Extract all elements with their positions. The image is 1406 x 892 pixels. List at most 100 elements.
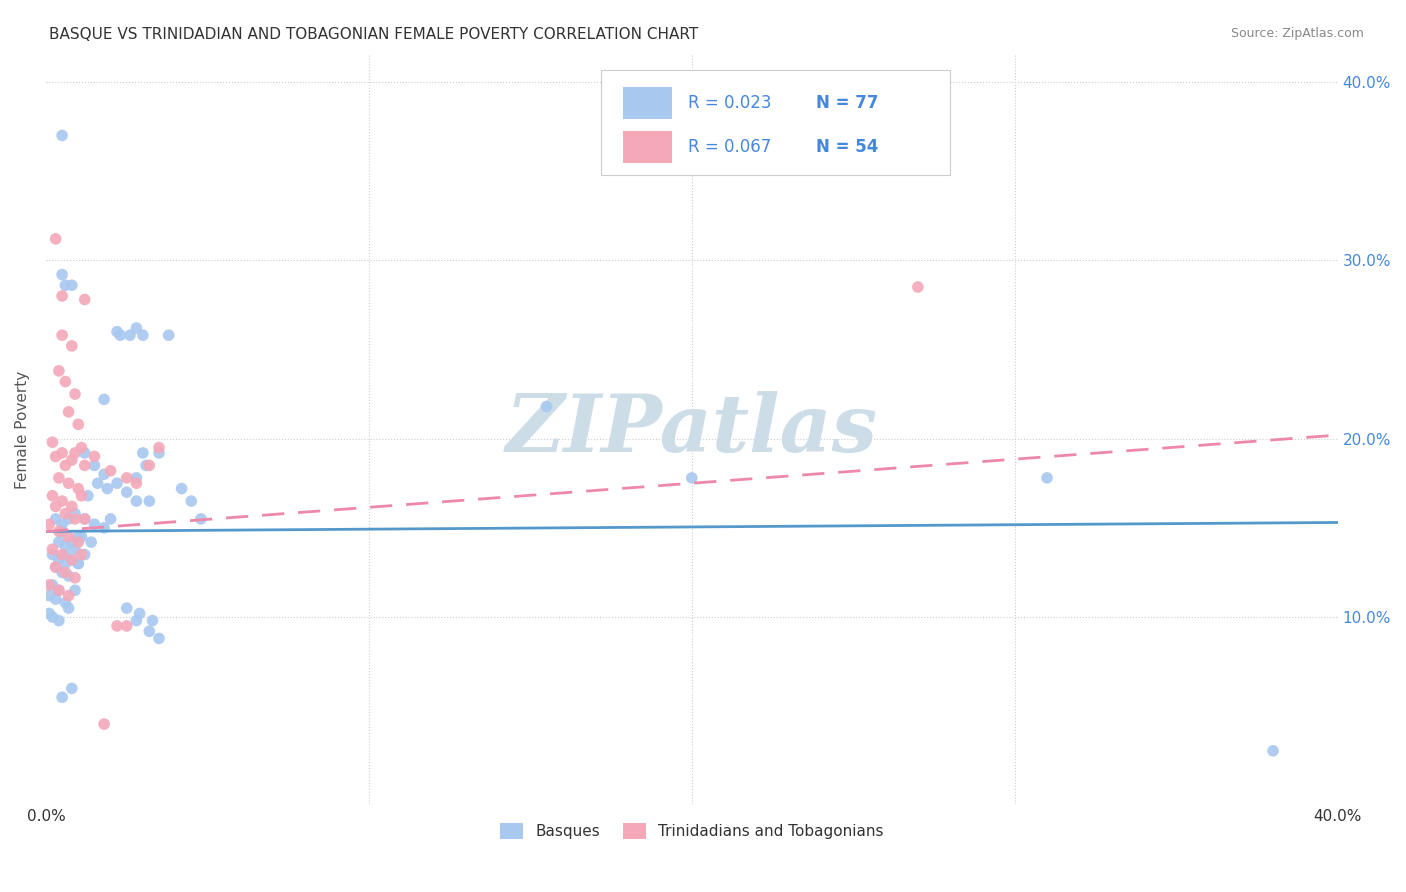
Point (48, 364, 70, 378)
Point (51, 690, 73, 705)
Point (60, 681, 83, 696)
Point (48, 535, 70, 549)
Y-axis label: Female Poverty: Female Poverty (15, 370, 30, 489)
Point (60, 535, 83, 549)
Point (60, 500, 83, 514)
Text: ZIPatlas: ZIPatlas (506, 391, 877, 468)
Point (63, 542, 86, 557)
Point (148, 632, 170, 646)
Point (105, 476, 128, 491)
Point (53, 278, 76, 293)
Point (180, 494, 202, 508)
Point (125, 494, 148, 508)
Point (73, 293, 96, 307)
Text: Source: ZipAtlas.com: Source: ZipAtlas.com (1230, 27, 1364, 40)
Bar (623, 87, 672, 119)
Point (58, 530, 80, 544)
Point (48, 524, 70, 539)
Point (125, 614, 148, 628)
Point (73, 512, 96, 526)
Point (53, 458, 76, 473)
Point (60, 453, 83, 467)
Point (53, 596, 76, 610)
Point (132, 328, 155, 343)
Point (1036, 471, 1059, 485)
Point (48, 471, 70, 485)
Point (93, 717, 115, 731)
Point (51, 494, 73, 508)
Point (48, 583, 70, 598)
Point (53, 566, 76, 580)
Point (45, 560, 67, 574)
Point (110, 328, 132, 343)
Point (51, 328, 73, 343)
Point (63, 446, 86, 460)
Point (41, 578, 63, 592)
Point (45, 232, 67, 246)
Point (48, 553, 70, 567)
Point (83, 517, 105, 532)
Text: N = 54: N = 54 (815, 138, 879, 156)
Point (63, 512, 86, 526)
Point (63, 571, 86, 585)
Point (51, 524, 73, 539)
Point (100, 464, 122, 478)
Point (48, 614, 70, 628)
Point (141, 614, 163, 628)
Text: BASQUE VS TRINIDADIAN AND TOBAGONIAN FEMALE POVERTY CORRELATION CHART: BASQUE VS TRINIDADIAN AND TOBAGONIAN FEM… (49, 27, 699, 42)
Point (60, 553, 83, 567)
Point (38, 607, 60, 621)
Point (45, 592, 67, 607)
Text: R = 0.023: R = 0.023 (688, 94, 772, 112)
Point (45, 512, 67, 526)
Point (51, 289, 73, 303)
Point (63, 507, 86, 521)
Point (115, 601, 138, 615)
Point (70, 441, 93, 455)
Point (60, 339, 83, 353)
Point (83, 450, 105, 464)
Point (48, 583, 70, 598)
Point (100, 512, 122, 526)
Point (58, 589, 80, 603)
Point (128, 607, 150, 621)
Point (38, 578, 60, 592)
Point (60, 278, 83, 293)
Point (58, 601, 80, 615)
Point (70, 489, 93, 503)
Point (77, 489, 100, 503)
Point (58, 405, 80, 419)
Point (132, 446, 155, 460)
Point (51, 548, 73, 562)
Point (125, 471, 148, 485)
Point (907, 280, 929, 294)
FancyBboxPatch shape (602, 70, 950, 175)
Point (63, 583, 86, 598)
Point (170, 482, 193, 496)
Point (80, 535, 103, 549)
Point (157, 328, 180, 343)
Point (138, 624, 160, 639)
Point (41, 489, 63, 503)
Point (58, 512, 80, 526)
Point (51, 446, 73, 460)
Point (105, 619, 128, 633)
Legend: Basques, Trinidadians and Tobagonians: Basques, Trinidadians and Tobagonians (494, 817, 890, 846)
Point (73, 512, 96, 526)
Point (53, 375, 76, 389)
Point (38, 517, 60, 532)
Point (70, 530, 93, 544)
Point (67, 557, 90, 571)
Point (93, 521, 115, 535)
Point (536, 400, 558, 414)
Point (41, 435, 63, 450)
Point (73, 548, 96, 562)
Point (67, 557, 90, 571)
Point (93, 392, 115, 407)
Point (63, 387, 86, 401)
Point (681, 471, 703, 485)
Point (67, 530, 90, 544)
Point (38, 589, 60, 603)
Point (148, 441, 170, 455)
Point (41, 542, 63, 557)
